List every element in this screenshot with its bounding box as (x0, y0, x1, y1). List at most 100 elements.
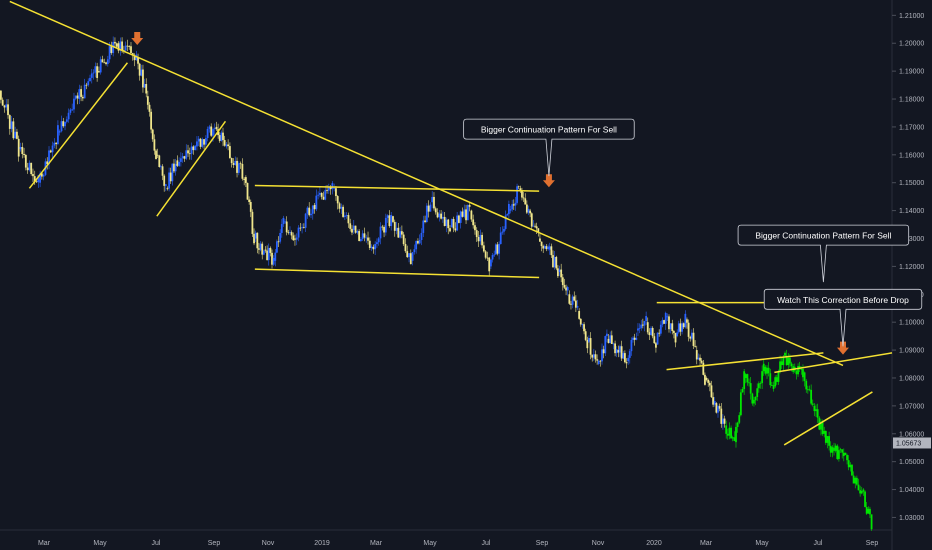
candle-body (49, 150, 52, 153)
candle-body (368, 240, 371, 248)
candle-body (201, 139, 204, 147)
candle-body (140, 69, 143, 76)
candle-body (48, 150, 50, 165)
candle-body (479, 234, 482, 242)
candle-body (417, 241, 419, 244)
candle-body (524, 198, 527, 205)
candle-body (630, 339, 633, 352)
candle-body (710, 385, 713, 398)
candle-body (415, 241, 418, 250)
x-tick-label: Sep (208, 540, 221, 547)
candle-body (537, 228, 540, 233)
candle-body (60, 121, 63, 132)
candle-body (90, 73, 93, 78)
candle-body (381, 226, 384, 228)
candle-body (542, 246, 545, 249)
candle-body (96, 66, 99, 78)
candle-body (76, 95, 79, 99)
candle-body (517, 186, 520, 188)
candle-body (173, 163, 175, 172)
candle-body (486, 257, 489, 259)
y-tick-label: 1.21000 (899, 13, 924, 20)
callout-box[interactable]: Watch This Correction Before Drop (763, 288, 923, 347)
candle-body (8, 115, 11, 129)
candle-body (324, 190, 327, 200)
candle-body (130, 46, 132, 54)
candle-body (269, 247, 272, 253)
candle-body (248, 199, 251, 202)
candle-body (367, 237, 369, 241)
candle-body (606, 333, 608, 337)
y-tick-label: 1.16000 (899, 152, 924, 159)
candle-body (527, 208, 530, 213)
candle-body (151, 129, 154, 140)
candle-body (188, 153, 191, 155)
trendline-main-downtrend[interactable] (9, 0, 844, 367)
candle-body (592, 354, 595, 358)
candle-body (160, 166, 162, 168)
candle-body (35, 181, 38, 183)
candle-body (653, 336, 656, 344)
candle-body (253, 233, 255, 244)
x-tick-label: Sep (866, 540, 879, 547)
candle-body (449, 228, 451, 232)
candle-body (823, 430, 826, 434)
candle-body (5, 104, 8, 108)
candle-body (402, 234, 405, 245)
candle-body (802, 369, 804, 378)
candle-body (363, 233, 366, 238)
candle-body (374, 244, 377, 250)
candle-body (315, 195, 318, 210)
candle-body (725, 425, 728, 434)
candle-body (784, 352, 786, 356)
candle-body (722, 418, 724, 424)
candle-body (757, 383, 760, 389)
candle-body (521, 191, 523, 198)
candle-body (519, 188, 522, 192)
candle-body (730, 427, 732, 439)
candle-body (386, 215, 389, 218)
candle-body (230, 157, 233, 163)
candle-body (689, 336, 692, 339)
candle-body (612, 343, 615, 345)
candle-body (304, 213, 307, 228)
candle-body (299, 227, 302, 229)
candle-body (227, 144, 230, 147)
candle-body (507, 203, 510, 215)
trendline-flag-top-1[interactable] (254, 184, 540, 192)
candle-body (181, 156, 184, 159)
candle-body (690, 332, 693, 339)
candle-body (599, 360, 602, 362)
trendline-flag-bottom-2[interactable] (666, 352, 824, 371)
candle-body (57, 125, 59, 145)
callouts[interactable]: Bigger Continuation Pattern For Sell Bigg… (463, 118, 923, 347)
trendline-wedge-a[interactable] (156, 120, 227, 217)
candle-body (594, 354, 597, 360)
candle-body (74, 95, 77, 99)
candle-body (596, 359, 599, 361)
candle-body (658, 332, 661, 334)
candle-body (472, 219, 475, 226)
trendline-wedge-2-top[interactable] (774, 352, 893, 374)
trendline-rise-a[interactable] (28, 62, 129, 189)
trendlines[interactable] (9, 0, 893, 446)
trendline-flag-bottom-1[interactable] (254, 268, 540, 279)
candle-body (272, 257, 275, 265)
candle-body (511, 204, 514, 210)
candle-body (179, 158, 182, 162)
candle-body (393, 221, 396, 231)
candle-body (627, 357, 630, 362)
candle-body (550, 246, 553, 256)
candle-body (506, 214, 509, 216)
candle-body (733, 437, 736, 441)
candle-body (365, 237, 368, 239)
candle-body (142, 69, 144, 88)
candle-body (610, 335, 613, 344)
candle-body (206, 128, 209, 139)
callout-box[interactable]: Bigger Continuation Pattern For Sell (737, 224, 910, 283)
trendline-wedge-2-bottom[interactable] (783, 391, 873, 446)
callout-box[interactable]: Bigger Continuation Pattern For Sell (463, 118, 635, 177)
candle-body (811, 403, 814, 405)
candle-body (826, 436, 829, 443)
